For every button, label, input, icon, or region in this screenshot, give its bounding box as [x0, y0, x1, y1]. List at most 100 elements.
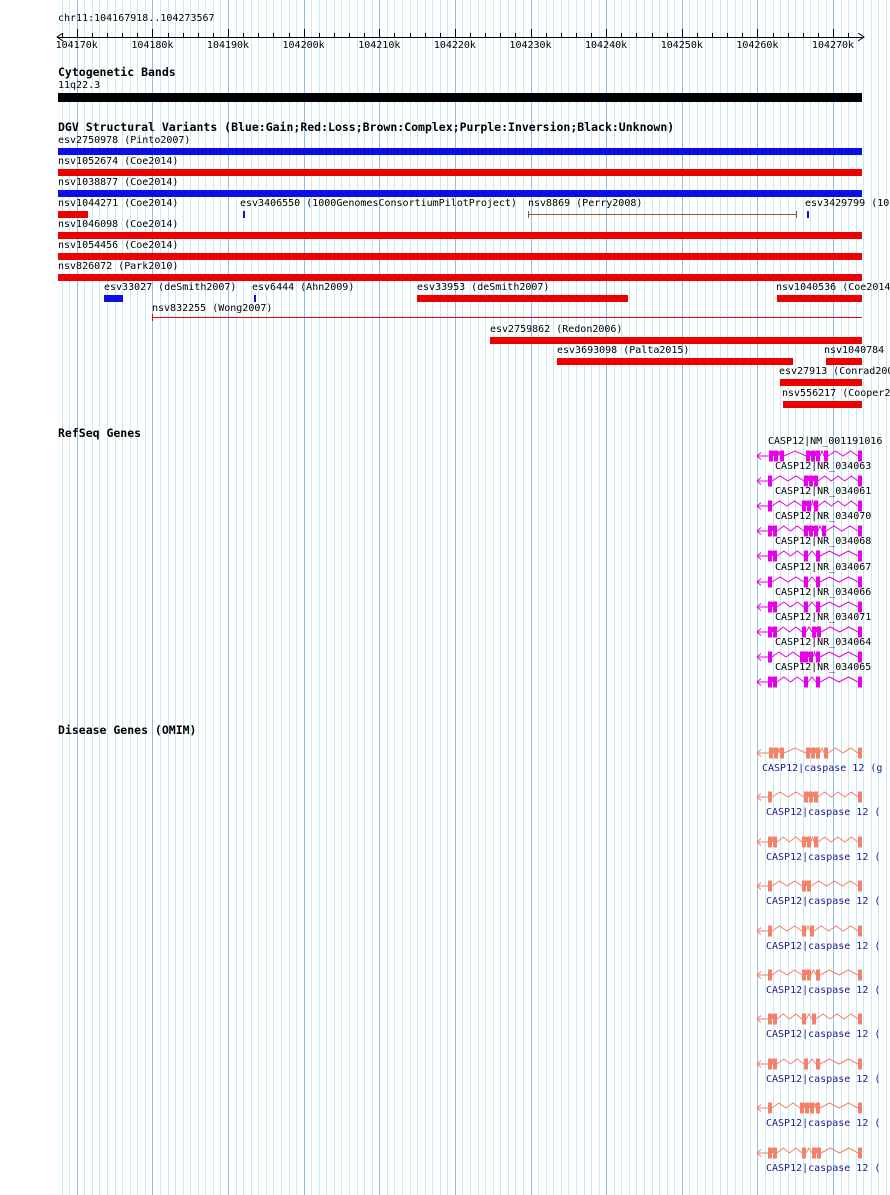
- refseq-gene-label[interactable]: CASP12|NR_034068: [775, 536, 872, 547]
- ruler-tick-label: 104170k: [55, 40, 98, 51]
- grid-line-minor: [386, 0, 388, 1195]
- refseq-gene-label[interactable]: CASP12|NR_034067: [775, 562, 872, 573]
- variant-label[interactable]: esv6444 (Ahn2009): [252, 282, 355, 293]
- refseq-gene-model[interactable]: [756, 575, 862, 589]
- variant-label[interactable]: nsv8869 (Perry2008): [528, 198, 643, 209]
- omim-gene-model[interactable]: [756, 1057, 862, 1071]
- grid-line-minor: [296, 0, 298, 1195]
- refseq-gene-label[interactable]: CASP12|NR_034061: [775, 486, 872, 497]
- variant-bar[interactable]: [490, 337, 862, 344]
- variant-bar[interactable]: [557, 358, 793, 365]
- refseq-gene-model[interactable]: [756, 549, 862, 563]
- omim-gene-label[interactable]: CASP12|caspase 12 (: [766, 1074, 881, 1085]
- variant-label[interactable]: esv2759862 (Redon2006): [490, 324, 623, 335]
- variant-label[interactable]: nsv1054456 (Coe2014): [58, 240, 179, 251]
- variant-label[interactable]: esv3406550 (1000GenomesConsortiumPilotPr…: [240, 198, 517, 209]
- refseq-gene-model[interactable]: [756, 499, 862, 513]
- ruler-minor-tick: [802, 33, 804, 38]
- variant-label[interactable]: nsv1040784: [824, 345, 885, 356]
- refseq-gene-model[interactable]: [756, 650, 862, 664]
- refseq-gene-model[interactable]: [756, 524, 862, 538]
- refseq-gene-label[interactable]: CASP12|NR_034063: [775, 461, 872, 472]
- omim-gene-model[interactable]: [756, 968, 862, 982]
- grid-line-minor: [462, 0, 464, 1195]
- variant-label[interactable]: nsv1046098 (Coe2014): [58, 219, 179, 230]
- variant-bar[interactable]: [777, 295, 862, 302]
- variant-bar[interactable]: [783, 401, 862, 408]
- grid-line-major: [681, 0, 683, 1195]
- omim-gene-model[interactable]: [756, 879, 862, 893]
- variant-label[interactable]: esv27913 (Conrad200: [779, 366, 890, 377]
- variant-point-tick[interactable]: [807, 211, 809, 218]
- refseq-gene-model[interactable]: [756, 474, 862, 488]
- variant-bar[interactable]: [58, 253, 862, 260]
- variant-bar[interactable]: [58, 232, 862, 239]
- variant-label[interactable]: nsv1052674 (Coe2014): [58, 156, 179, 167]
- omim-gene-label[interactable]: CASP12|caspase 12 (: [766, 1118, 881, 1129]
- omim-gene-model[interactable]: [756, 1146, 862, 1160]
- variant-bar[interactable]: [58, 148, 862, 155]
- omim-gene-model[interactable]: [756, 924, 862, 938]
- variant-label[interactable]: esv33027 (deSmith2007): [104, 282, 237, 293]
- variant-bar[interactable]: [58, 169, 862, 176]
- omim-gene-model[interactable]: [756, 1101, 862, 1115]
- grid-line-minor: [492, 0, 494, 1195]
- refseq-gene-label[interactable]: CASP12|NR_034070: [775, 511, 872, 522]
- grid-line-minor: [674, 0, 676, 1195]
- refseq-gene-model[interactable]: [756, 449, 862, 463]
- omim-gene-label[interactable]: CASP12|caspase 12 (: [766, 941, 881, 952]
- omim-gene-label[interactable]: CASP12|caspase 12 (: [766, 985, 881, 996]
- variant-label[interactable]: nsv832255 (Wong2007): [152, 303, 273, 314]
- variant-label[interactable]: nsv1044271 (Coe2014): [58, 198, 179, 209]
- grid-line-minor: [749, 0, 751, 1195]
- variant-bar[interactable]: [58, 211, 88, 218]
- variant-span-bracket[interactable]: [528, 211, 797, 218]
- ruler-minor-tick: [636, 33, 638, 38]
- variant-thin-line[interactable]: [152, 314, 862, 321]
- variant-label[interactable]: esv3429799 (10: [805, 198, 890, 209]
- variant-label[interactable]: esv3693098 (Palta2015): [557, 345, 690, 356]
- grid-line-minor: [621, 0, 623, 1195]
- variant-label[interactable]: nsv826072 (Park2010): [58, 261, 179, 272]
- omim-gene-model[interactable]: [756, 746, 862, 760]
- ruler-minor-tick: [727, 33, 729, 38]
- region-coordinates: chr11:104167918..104273567: [58, 13, 215, 24]
- omim-gene-label[interactable]: CASP12|caspase 12 (: [766, 852, 881, 863]
- refseq-gene-label[interactable]: CASP12|NR_034065: [775, 662, 872, 673]
- omim-gene-model[interactable]: [756, 1012, 862, 1026]
- variant-bar[interactable]: [780, 379, 862, 386]
- refseq-gene-label[interactable]: CASP12|NR_034064: [775, 637, 872, 648]
- refseq-gene-model[interactable]: [756, 625, 862, 639]
- refseq-gene-model[interactable]: [756, 675, 862, 689]
- variant-point-tick[interactable]: [254, 295, 256, 302]
- variant-bar[interactable]: [417, 295, 628, 302]
- omim-gene-label[interactable]: CASP12|caspase 12 (: [766, 1163, 881, 1174]
- cytoband-label[interactable]: 11q22.3: [58, 80, 101, 91]
- variant-label[interactable]: esv33953 (deSmith2007): [417, 282, 550, 293]
- variant-label[interactable]: nsv1038877 (Coe2014): [58, 177, 179, 188]
- variant-point-tick[interactable]: [243, 211, 245, 218]
- omim-gene-label[interactable]: CASP12|caspase 12 (: [766, 1029, 881, 1040]
- grid-line-minor: [175, 0, 177, 1195]
- variant-bar[interactable]: [58, 190, 862, 197]
- omim-gene-label[interactable]: CASP12|caspase 12 (: [766, 896, 881, 907]
- variant-bar[interactable]: [58, 274, 862, 281]
- refseq-gene-label[interactable]: CASP12|NM_001191016: [768, 436, 883, 447]
- variant-bar[interactable]: [104, 295, 123, 302]
- omim-gene-label[interactable]: CASP12|caspase 12 (g: [762, 763, 883, 774]
- variant-label[interactable]: nsv1040536 (Coe2014: [776, 282, 890, 293]
- bracket-line: [528, 214, 797, 215]
- variant-label[interactable]: nsv556217 (Cooper2: [782, 388, 890, 399]
- omim-gene-model[interactable]: [756, 835, 862, 849]
- refseq-gene-label[interactable]: CASP12|NR_034066: [775, 587, 872, 598]
- grid-line-minor: [734, 0, 736, 1195]
- cytoband-bar[interactable]: [58, 93, 862, 102]
- ruler-major-tick: [152, 29, 154, 38]
- omim-gene-model[interactable]: [756, 790, 862, 804]
- variant-bar[interactable]: [826, 358, 862, 365]
- variant-label[interactable]: esv2750978 (Pinto2007): [58, 135, 191, 146]
- omim-gene-label[interactable]: CASP12|caspase 12 (: [766, 807, 881, 818]
- ruler-minor-tick: [107, 33, 108, 38]
- refseq-gene-model[interactable]: [756, 600, 862, 614]
- refseq-gene-label[interactable]: CASP12|NR_034071: [775, 612, 872, 623]
